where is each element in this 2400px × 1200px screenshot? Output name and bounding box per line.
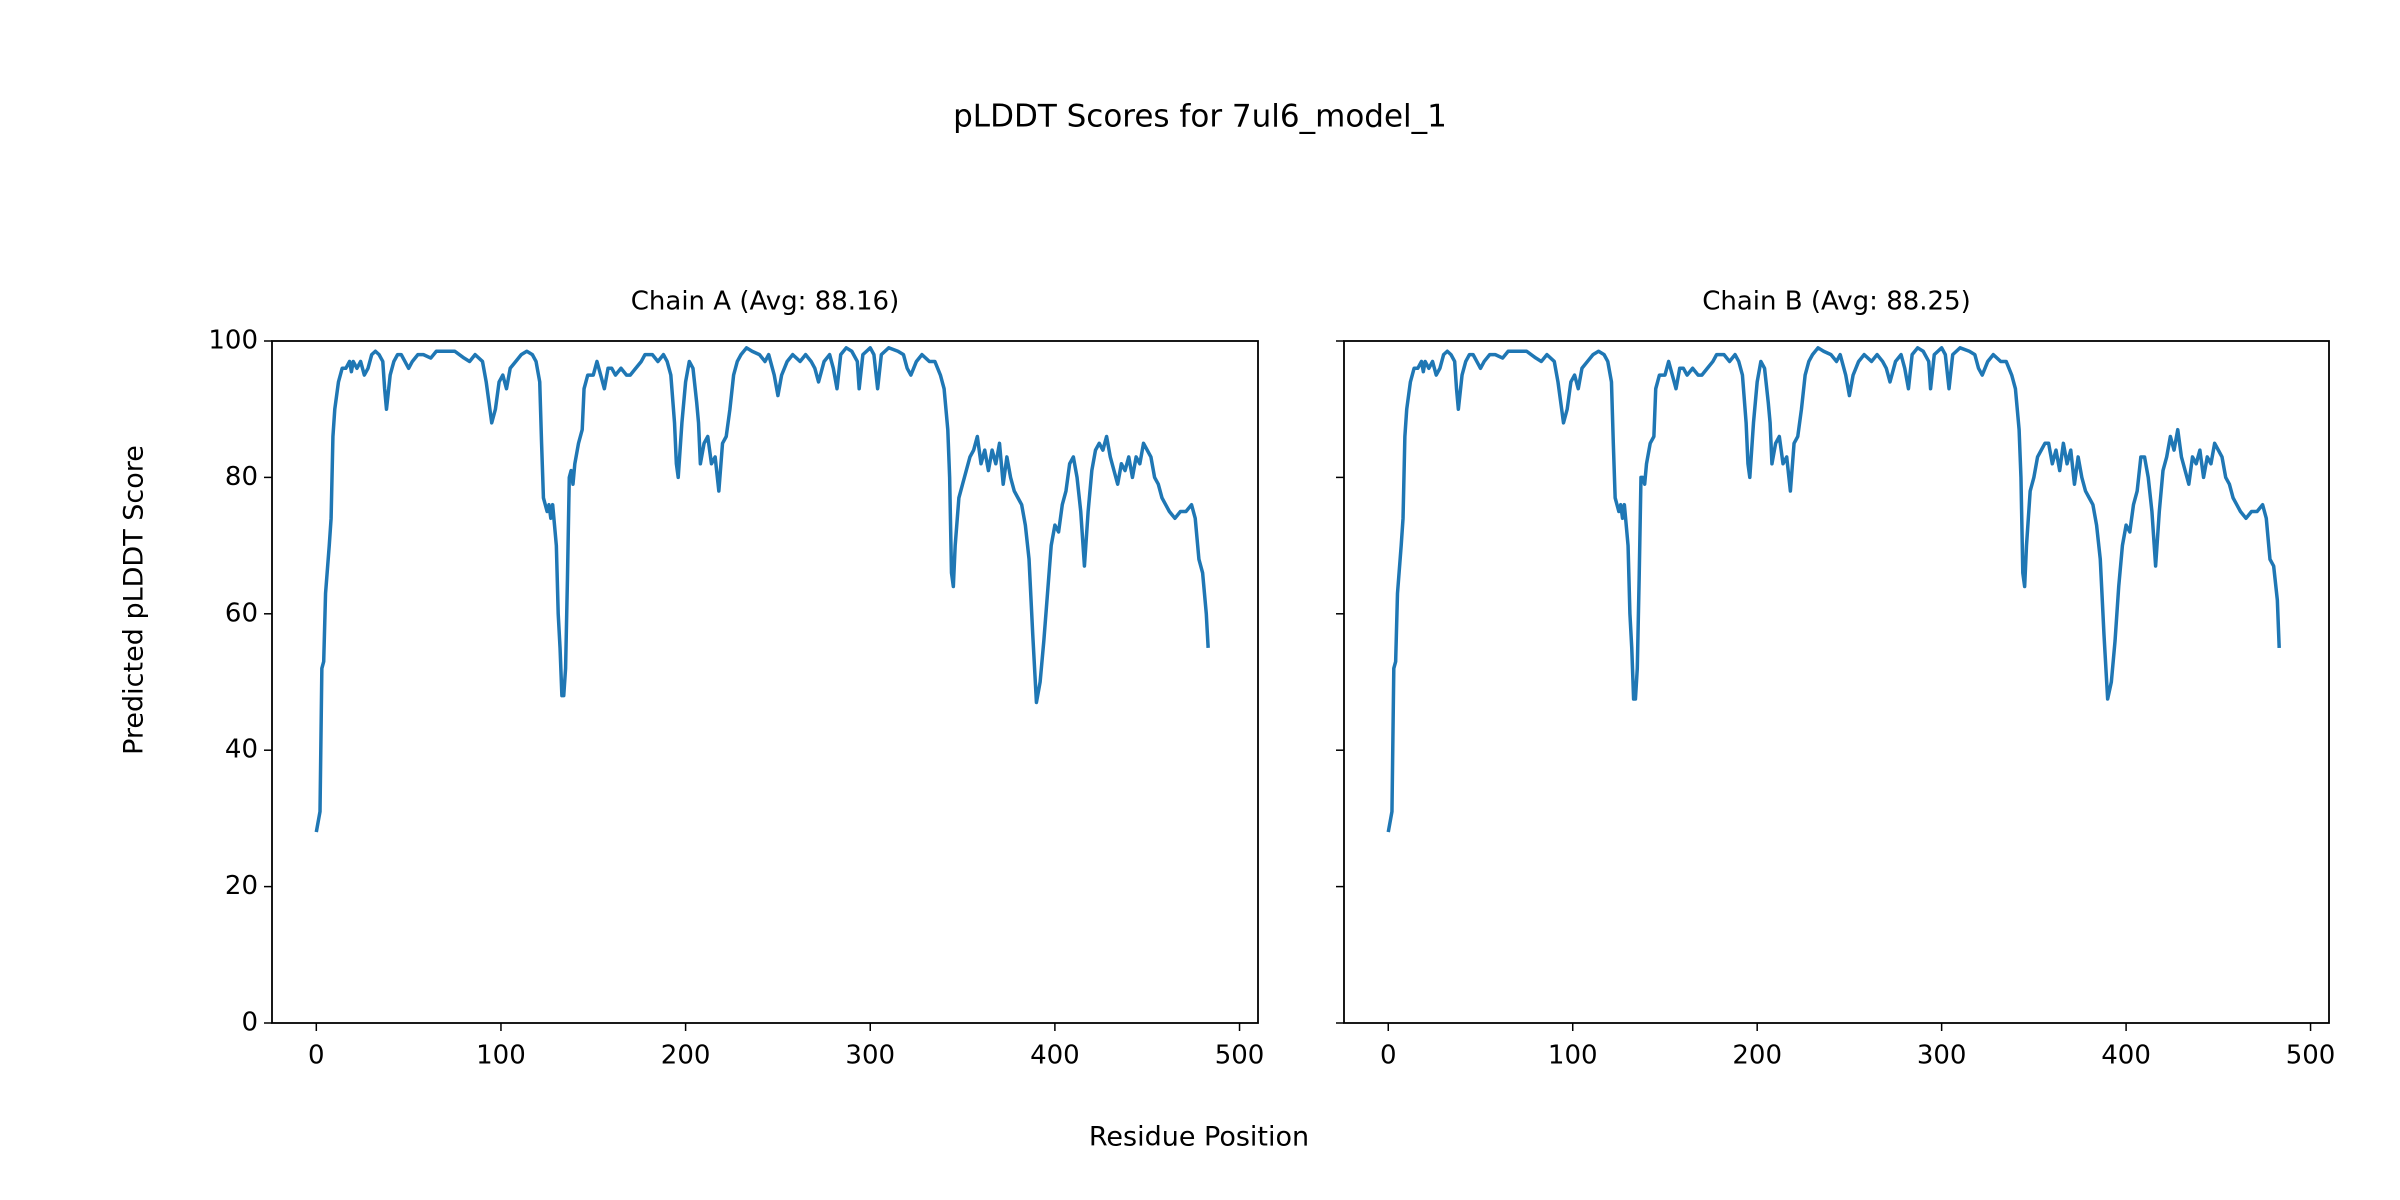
subplot-title: Chain A (Avg: 88.16): [631, 287, 899, 317]
y-tick-label: 60: [225, 598, 258, 628]
x-tick-label: 200: [661, 1041, 711, 1071]
x-tick-label: 500: [2286, 1041, 2336, 1071]
score-line: [314, 346, 1210, 833]
y-tick-label: 40: [225, 735, 258, 765]
x-tick-label: 400: [1030, 1041, 1080, 1071]
y-tick-label: 80: [225, 462, 258, 492]
x-tick-label: 300: [1917, 1041, 1967, 1071]
x-tick-label: 200: [1732, 1041, 1782, 1071]
y-tick-label: 0: [241, 1008, 258, 1038]
x-tick-label: 100: [476, 1041, 526, 1071]
x-tick-label: 300: [845, 1041, 895, 1071]
x-tick-label: 100: [1548, 1041, 1598, 1071]
x-tick-label: 500: [1215, 1041, 1265, 1071]
x-axis-label: Residue Position: [1089, 1122, 1309, 1153]
y-tick-label: 20: [225, 871, 258, 901]
x-tick-label: 0: [308, 1041, 325, 1071]
x-tick-label: 400: [2101, 1041, 2151, 1071]
score-line: [1386, 346, 2281, 833]
y-axis-label: Predicted pLDDT Score: [119, 445, 150, 755]
axes-frame: [271, 340, 1259, 1024]
x-tick-label: 0: [1380, 1041, 1397, 1071]
figure-title: pLDDT Scores for 7ul6_model_1: [953, 99, 1447, 135]
axes-frame: [1343, 340, 2330, 1024]
y-tick-label: 100: [208, 326, 258, 356]
subplot-title: Chain B (Avg: 88.25): [1702, 287, 1971, 317]
